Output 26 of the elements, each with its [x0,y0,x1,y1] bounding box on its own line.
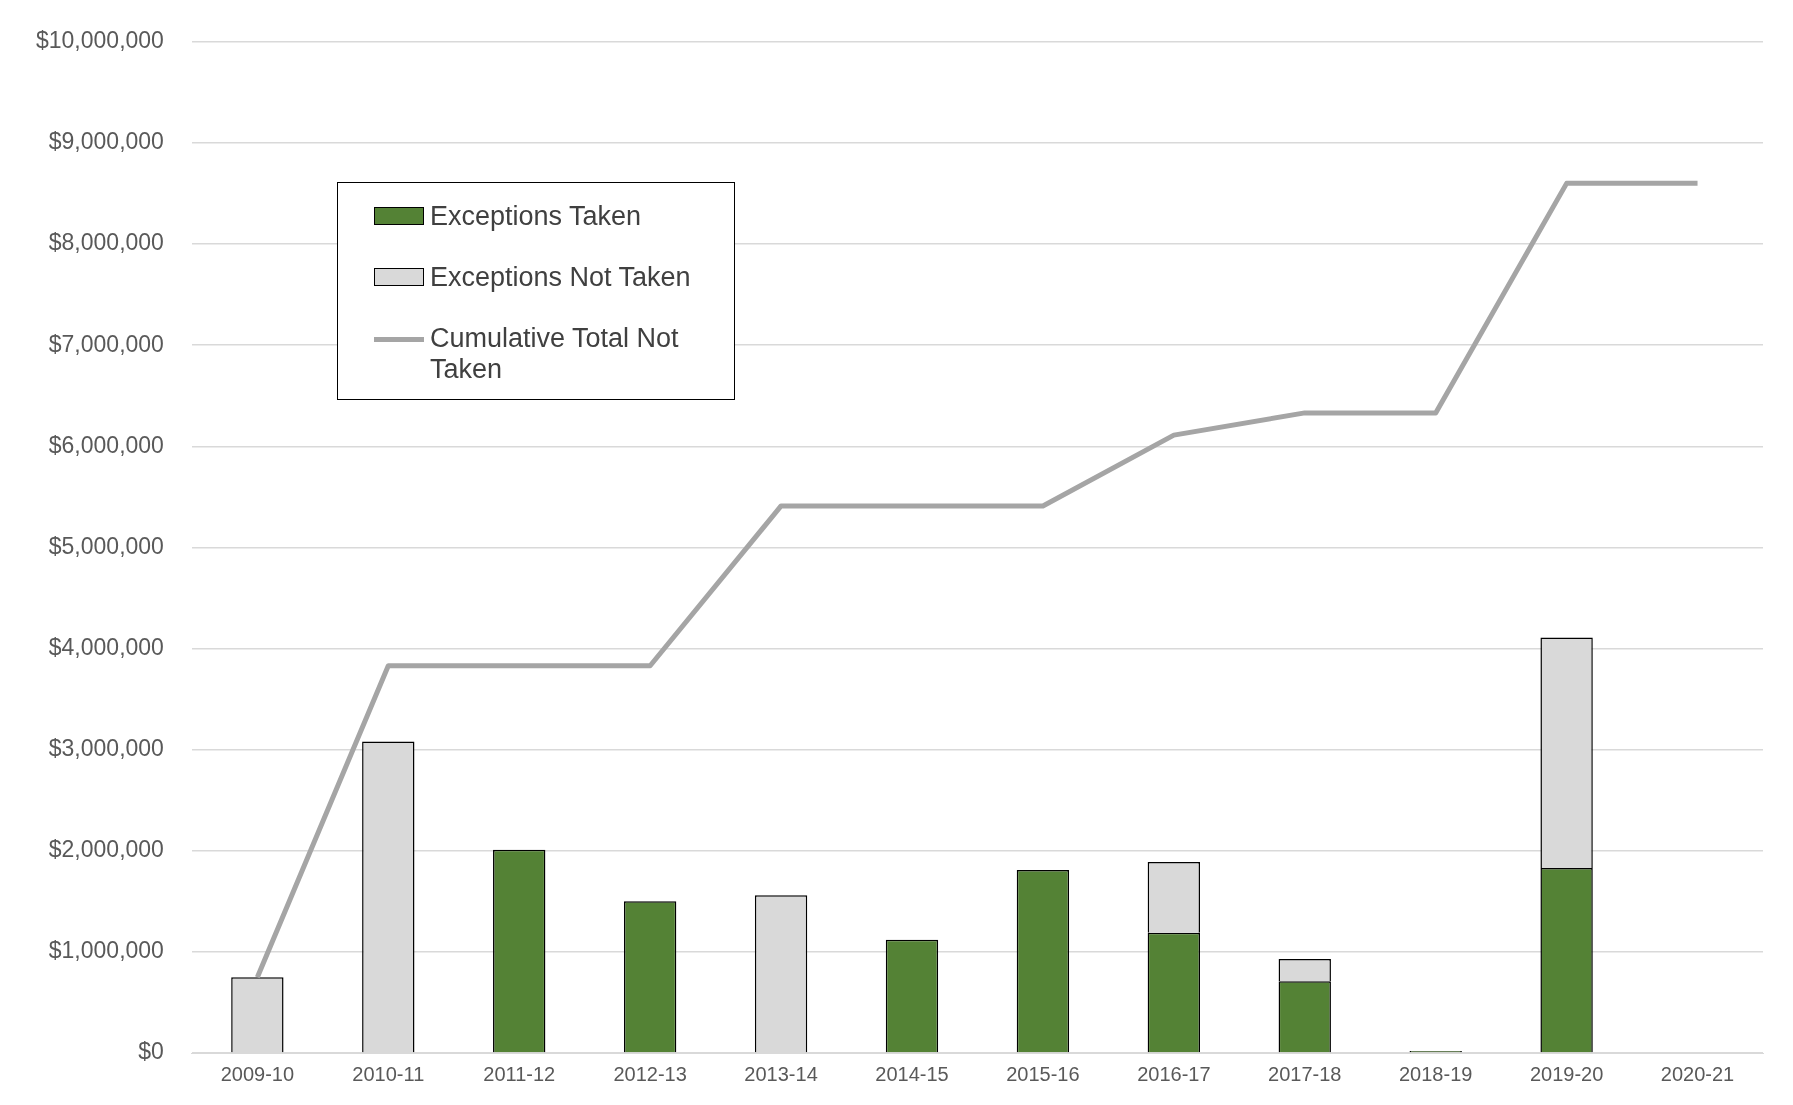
x-tick-label: 2015-16 [1006,1062,1080,1085]
y-tick-label: $5,000,000 [48,532,164,559]
y-tick-label: $4,000,000 [48,633,164,660]
legend-label: Exceptions Not Taken [429,261,691,293]
x-tick-label: 2020-21 [1660,1062,1735,1085]
y-tick-label: $6,000,000 [48,431,164,458]
y-tick-label: $2,000,000 [48,836,164,863]
legend-label: Exceptions Taken [429,200,642,232]
x-tick-label: 2014-15 [875,1062,949,1085]
y-tick-label: $10,000,000 [36,27,164,54]
x-tick-label: 2012-13 [613,1062,687,1085]
y-tick-label: $9,000,000 [48,128,164,155]
y-tick-label: $0 [138,1038,164,1065]
legend-label: Cumulative Total Not Taken [429,322,680,385]
x-tick-label: 2016-17 [1137,1062,1211,1085]
y-tick-label: $8,000,000 [48,229,164,256]
x-tick-label: 2018-19 [1398,1062,1473,1085]
y-tick-label: $7,000,000 [48,330,164,357]
x-tick-label: 2011-12 [483,1062,556,1085]
x-tick-label: 2019-20 [1529,1062,1604,1085]
x-tick-label: 2013-14 [744,1062,818,1085]
y-tick-label: $1,000,000 [48,937,164,964]
x-tick-label: 2010-11 [352,1062,425,1085]
x-tick-label: 2009-10 [220,1062,295,1085]
x-tick-label: 2017-18 [1268,1062,1342,1085]
y-tick-label: $3,000,000 [48,734,164,761]
